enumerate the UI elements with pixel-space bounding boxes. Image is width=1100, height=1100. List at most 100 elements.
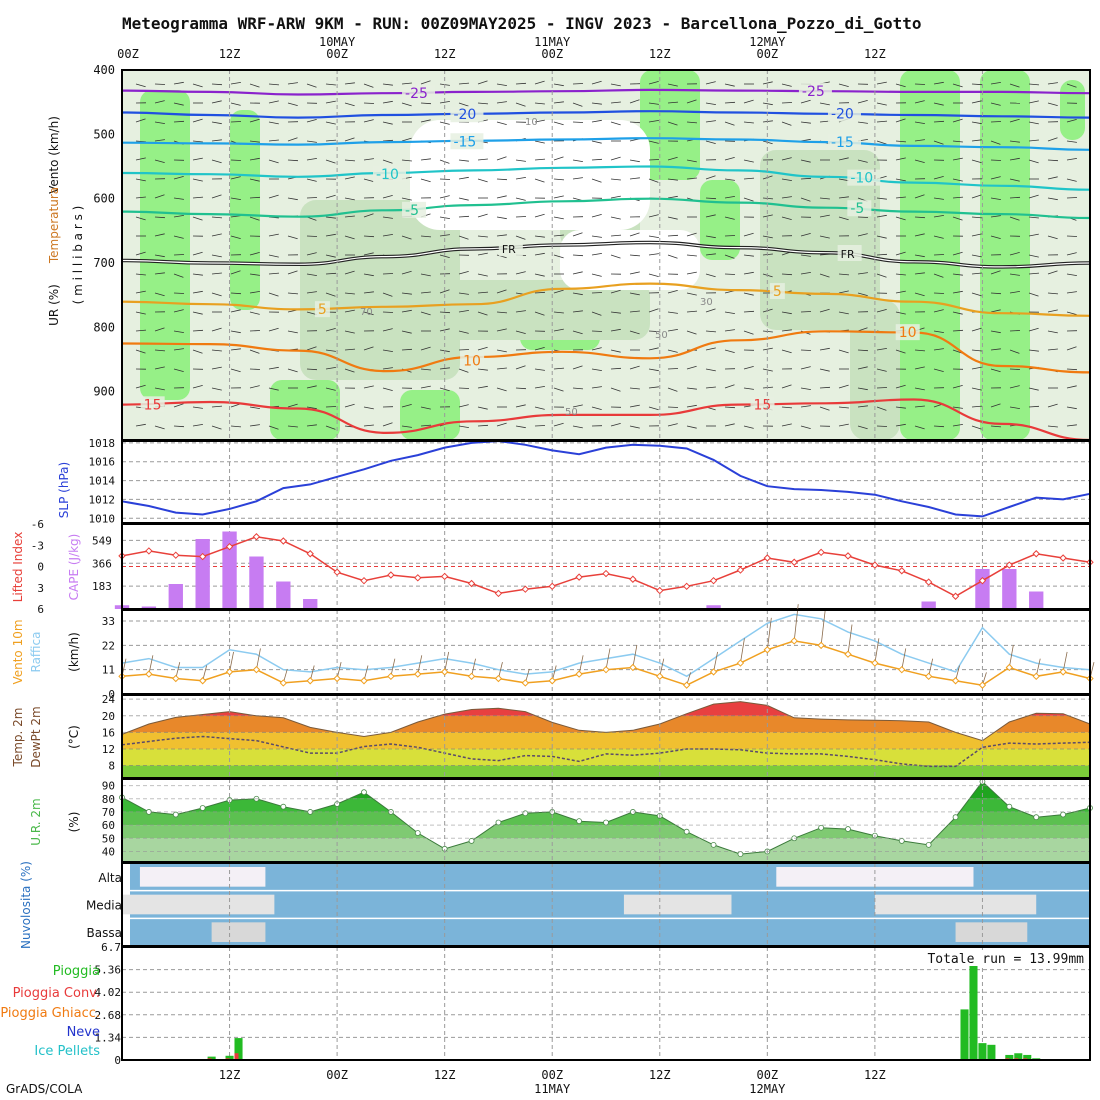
rh-point: [361, 789, 367, 796]
wind-barb: [876, 120, 888, 123]
cape-bar: [1002, 569, 1017, 609]
li-point: [871, 561, 879, 569]
wind-barb: [610, 101, 621, 104]
wind-barb: [610, 423, 621, 427]
wind-barb: [914, 387, 925, 391]
cape-bar: [975, 569, 990, 609]
wind-barb: [895, 157, 906, 161]
wind-point: [978, 681, 987, 689]
wind-barb: [895, 178, 906, 182]
wind-barb: [496, 254, 507, 259]
isotherm-label: FR: [502, 243, 516, 256]
wind-barb: [990, 368, 1001, 373]
wind-barb: [420, 346, 431, 351]
rh-humid-area: [140, 90, 190, 400]
wind-barb: [135, 178, 146, 182]
wind-barb: [971, 405, 983, 408]
wind-barb: [705, 120, 716, 123]
precip-tick: 4.02: [95, 986, 122, 999]
wind-barb: [1047, 425, 1058, 428]
wind-barb: [933, 368, 944, 372]
wind-tick: 22: [102, 639, 115, 652]
wind-barb: [211, 254, 222, 258]
wind-barb: [382, 83, 393, 86]
wind-barb: [819, 214, 830, 218]
wind-barb: [135, 196, 146, 199]
wind-barb: [515, 404, 526, 408]
li-point: [145, 547, 153, 555]
wind-barb: [211, 425, 222, 430]
wind-barb: [857, 387, 868, 391]
rh-point: [952, 814, 959, 821]
wind-barb: [211, 405, 223, 408]
wind-barb: [515, 235, 526, 240]
wind-barb: [952, 83, 963, 88]
wind-barb: [287, 159, 299, 162]
isotherm-label-bg: [498, 240, 523, 257]
wind-barb: [534, 311, 545, 316]
bottom-axis-label: 00Z: [541, 1068, 563, 1082]
wind-barb: [648, 120, 659, 123]
li-point: [252, 533, 261, 541]
wind-barb: [667, 216, 678, 220]
wind-point: [198, 677, 207, 685]
wind-barb: [363, 252, 374, 256]
cape-bar: [168, 584, 183, 609]
wind-barb: [648, 214, 659, 218]
bottom-axis-label: 11MAY: [534, 1082, 571, 1096]
wind-barb: [249, 216, 260, 221]
wind-barb: [591, 347, 602, 351]
wind-barb: [914, 349, 926, 352]
wind-barb: [477, 424, 489, 427]
wind-barb: [135, 157, 146, 161]
wind-barb: [477, 80, 488, 85]
wind-barb: [819, 347, 830, 351]
wind-barb: [648, 253, 659, 256]
wind-barb: [914, 233, 925, 237]
wind-barb: [724, 254, 735, 259]
wind-barb: [230, 235, 241, 239]
wind-barb: [1009, 252, 1020, 256]
wind-barb: [135, 251, 146, 256]
wind-barb: [990, 140, 1001, 145]
wind-point: [548, 677, 556, 685]
wind-barb: [1028, 100, 1039, 104]
wind-barb: [1009, 118, 1020, 123]
wind-barb: [306, 119, 317, 123]
isotherm-label-bg: [402, 85, 436, 102]
wind-barb: [914, 100, 925, 104]
wind-barb: [515, 330, 526, 334]
wind-barb: [192, 216, 203, 221]
wind-barb: [515, 102, 526, 107]
wind-barb: [135, 384, 146, 389]
wind-barb: [876, 309, 887, 313]
wind-barb: [705, 308, 716, 313]
wind-barb: [781, 423, 792, 427]
rh-point: [925, 841, 932, 848]
wind-barb: [173, 254, 185, 256]
wind-barb: [686, 159, 697, 163]
wind-barb: [838, 384, 849, 389]
wind-barb: [971, 387, 982, 391]
rain-bar: [978, 1043, 987, 1060]
wind-barb: [1028, 405, 1040, 408]
wind-barb: [914, 272, 925, 275]
wind-barb: [667, 234, 679, 237]
cape-bar: [222, 531, 237, 609]
wind-barb: [800, 254, 811, 257]
wind-barb: [629, 254, 641, 257]
rh-tick: 90: [102, 780, 115, 793]
wind-barb: [477, 368, 488, 371]
wind-barb: [857, 349, 869, 352]
wind-arrow: [847, 624, 853, 655]
precip-legend-label: Neve: [67, 1025, 100, 1040]
wind-barb: [819, 235, 830, 239]
wind-barb: [363, 273, 374, 277]
wind-barb: [572, 404, 583, 408]
cloud-cover-block: [623, 894, 732, 915]
wind-barb: [458, 197, 469, 201]
rh-mid-area: [760, 150, 880, 330]
wind-barb: [933, 120, 945, 123]
wind-barb: [705, 253, 716, 256]
wind-barb: [211, 327, 222, 332]
